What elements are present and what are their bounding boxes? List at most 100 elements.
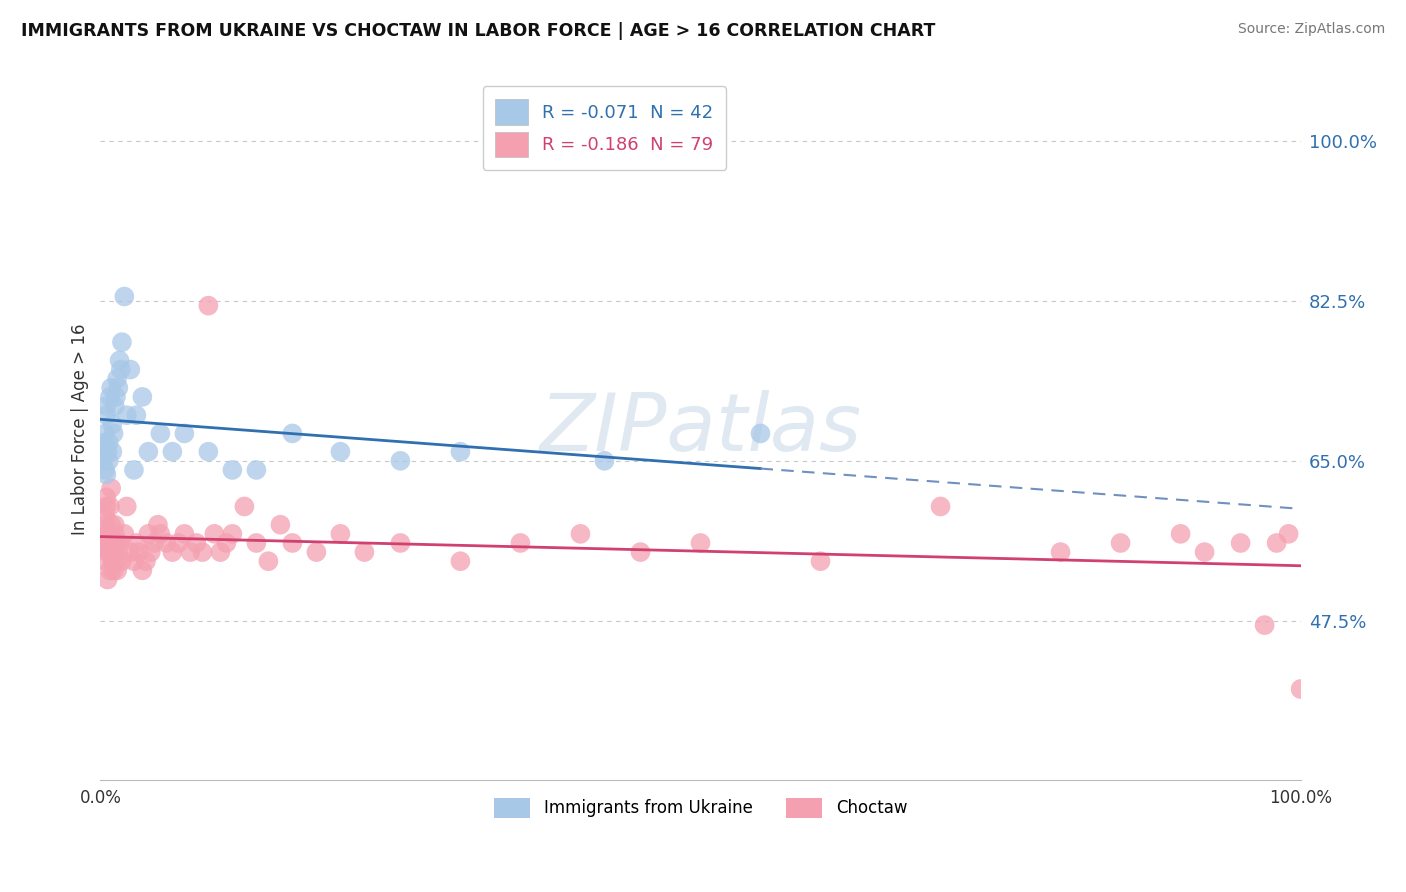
Point	[233, 500, 256, 514]
Point	[149, 426, 172, 441]
Point	[105, 563, 128, 577]
Point	[1109, 536, 1132, 550]
Point	[94, 508, 117, 523]
Point	[91, 526, 114, 541]
Text: IMMIGRANTS FROM UKRAINE VS CHOCTAW IN LABOR FORCE | AGE > 16 CORRELATION CHART: IMMIGRANTS FROM UKRAINE VS CHOCTAW IN LA…	[21, 22, 935, 40]
Point	[281, 426, 304, 441]
Point	[98, 563, 121, 577]
Point	[96, 573, 118, 587]
Point	[1278, 526, 1301, 541]
Point	[305, 545, 328, 559]
Point	[143, 536, 166, 550]
Text: ZIPatlas: ZIPatlas	[540, 390, 862, 468]
Point	[138, 444, 160, 458]
Point	[749, 426, 772, 441]
Point	[108, 536, 131, 550]
Point	[1049, 545, 1071, 559]
Point	[569, 526, 592, 541]
Point	[139, 545, 162, 559]
Point	[197, 444, 219, 458]
Point	[97, 526, 120, 541]
Point	[155, 536, 177, 550]
Point	[122, 463, 145, 477]
Point	[101, 554, 124, 568]
Point	[389, 454, 412, 468]
Point	[449, 444, 471, 458]
Point	[257, 554, 280, 568]
Point	[1289, 681, 1312, 696]
Point	[107, 381, 129, 395]
Point	[1253, 618, 1275, 632]
Point	[96, 408, 118, 422]
Point	[115, 500, 138, 514]
Point	[125, 536, 148, 550]
Point	[98, 390, 121, 404]
Point	[101, 444, 124, 458]
Point	[94, 463, 117, 477]
Point	[162, 444, 184, 458]
Point	[215, 536, 238, 550]
Point	[810, 554, 832, 568]
Point	[104, 517, 127, 532]
Point	[179, 545, 201, 559]
Point	[101, 417, 124, 432]
Point	[96, 545, 118, 559]
Point	[173, 526, 195, 541]
Point	[115, 408, 138, 422]
Y-axis label: In Labor Force | Age > 16: In Labor Force | Age > 16	[72, 323, 89, 534]
Point	[100, 381, 122, 395]
Point	[125, 408, 148, 422]
Point	[105, 372, 128, 386]
Point	[1170, 526, 1192, 541]
Point	[112, 289, 135, 303]
Point	[281, 536, 304, 550]
Point	[1194, 545, 1216, 559]
Point	[209, 545, 232, 559]
Point	[98, 500, 121, 514]
Point	[94, 426, 117, 441]
Point	[108, 353, 131, 368]
Point	[221, 463, 243, 477]
Point	[110, 362, 132, 376]
Point	[111, 554, 134, 568]
Point	[93, 444, 115, 458]
Point	[1229, 536, 1251, 550]
Point	[146, 517, 169, 532]
Point	[449, 554, 471, 568]
Point	[202, 526, 225, 541]
Point	[93, 541, 115, 555]
Point	[122, 554, 145, 568]
Point	[104, 399, 127, 413]
Point	[162, 545, 184, 559]
Point	[186, 536, 208, 550]
Point	[929, 500, 952, 514]
Text: Source: ZipAtlas.com: Source: ZipAtlas.com	[1237, 22, 1385, 37]
Point	[245, 536, 267, 550]
Point	[103, 426, 125, 441]
Point	[97, 545, 120, 559]
Point	[93, 536, 115, 550]
Point	[100, 517, 122, 532]
Point	[329, 526, 352, 541]
Point	[149, 526, 172, 541]
Point	[96, 500, 118, 514]
Point	[120, 362, 142, 376]
Point	[96, 399, 118, 413]
Point	[269, 517, 291, 532]
Point	[167, 536, 190, 550]
Point	[94, 517, 117, 532]
Point	[509, 536, 531, 550]
Point	[112, 526, 135, 541]
Point	[138, 526, 160, 541]
Point	[173, 426, 195, 441]
Point	[131, 390, 153, 404]
Point	[101, 545, 124, 559]
Point	[1265, 536, 1288, 550]
Point	[128, 545, 150, 559]
Point	[104, 526, 127, 541]
Point	[131, 563, 153, 577]
Point	[97, 435, 120, 450]
Point	[191, 545, 214, 559]
Point	[689, 536, 711, 550]
Point	[389, 536, 412, 550]
